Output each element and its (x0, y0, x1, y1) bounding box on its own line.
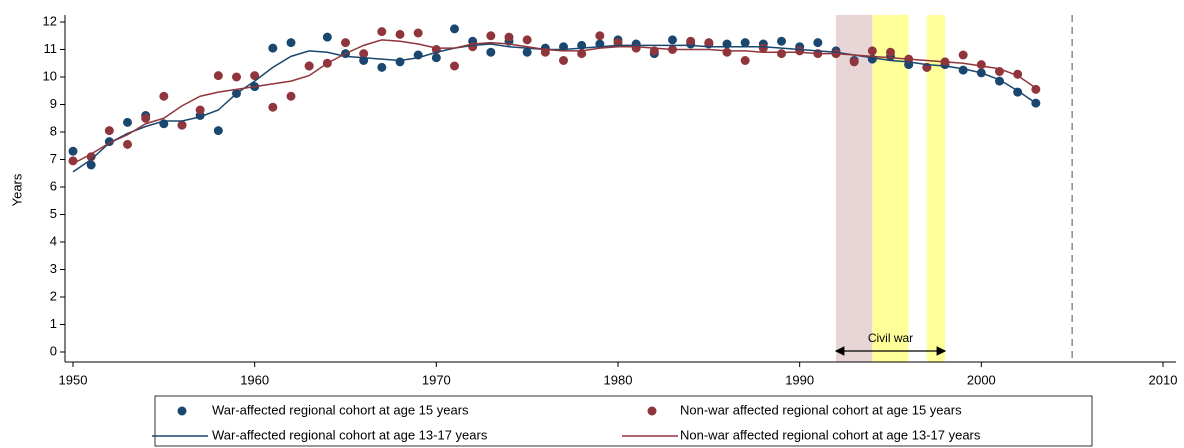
y-tick-label: 4 (50, 233, 57, 248)
scatter-point (758, 43, 768, 53)
scatter-point (522, 47, 532, 57)
scatter-point (341, 38, 350, 48)
scatter-point (740, 56, 750, 65)
x-tick-label: 2010 (1149, 372, 1178, 387)
scatter-point (595, 31, 605, 41)
scatter-point (413, 28, 423, 38)
y-tick-label: 8 (50, 123, 57, 138)
scatter-point (177, 120, 187, 130)
scatter-point (849, 57, 859, 67)
shaded-region (926, 15, 945, 362)
legend-box (154, 395, 1093, 447)
scatter-point (304, 61, 314, 71)
y-axis-label: Years (9, 173, 24, 206)
scatter-point (377, 62, 387, 72)
legend-label: Non-war affected regional cohort at age … (680, 427, 981, 442)
scatter-point (286, 91, 296, 101)
scatter-point (522, 35, 532, 45)
y-tick-label: 9 (50, 96, 57, 111)
scatter-point (777, 36, 786, 46)
scatter-point (976, 60, 986, 70)
scatter-point (104, 126, 114, 136)
y-tick-label: 11 (44, 41, 58, 56)
scatter-point (268, 102, 278, 112)
scatter-point (213, 126, 223, 136)
scatter-point (68, 146, 78, 156)
scatter-point (286, 38, 296, 48)
scatter-point (86, 160, 96, 170)
scatter-point (68, 156, 78, 166)
legend-label: War-affected regional cohort at age 13-1… (212, 427, 488, 442)
annotation-text: Civil war (868, 331, 913, 345)
scatter-point (958, 50, 968, 60)
legend-label: Non-war affected regional cohort at age … (680, 402, 962, 417)
y-tick-label: 3 (50, 261, 57, 276)
scatter-point (359, 49, 369, 59)
y-tick-label: 7 (50, 151, 57, 166)
scatter-point (486, 31, 496, 41)
y-tick-label: 2 (50, 288, 57, 303)
scatter-point (504, 32, 514, 42)
x-tick-label: 1990 (785, 372, 814, 387)
scatter-point (450, 24, 459, 34)
scatter-point (213, 71, 223, 81)
scatter-point (559, 56, 568, 65)
scatter-point (777, 49, 786, 59)
scatter-point (450, 61, 459, 71)
x-tick-label: 1970 (422, 372, 451, 387)
scatter-point (268, 43, 278, 53)
scatter-point (886, 47, 895, 57)
scatter-point (867, 46, 877, 56)
scatter-point (123, 117, 132, 127)
scatter-point (740, 38, 750, 48)
x-tick-label: 1980 (604, 372, 633, 387)
scatter-point (813, 38, 823, 48)
y-tick-label: 12 (43, 13, 57, 28)
y-tick-label: 6 (50, 178, 57, 193)
scatter-point (395, 29, 405, 39)
scatter-point (250, 71, 260, 81)
scatter-point (159, 91, 169, 101)
x-tick-label: 1950 (59, 372, 88, 387)
scatter-point (686, 36, 696, 46)
legend-marker (647, 406, 657, 416)
legend-label: War-affected regional cohort at age 15 y… (212, 402, 469, 417)
scatter-point (322, 32, 332, 42)
scatter-point (431, 53, 441, 63)
scatter-point (232, 72, 241, 82)
legend-marker (177, 406, 187, 416)
series-line (72, 39, 1037, 165)
scatter-point (722, 47, 732, 57)
scatter-point (395, 57, 405, 67)
y-tick-label: 5 (50, 206, 57, 221)
shaded-region (836, 15, 873, 362)
scatter-point (377, 27, 387, 37)
scatter-point (668, 35, 677, 45)
shaded-region (872, 15, 909, 362)
y-tick-label: 1 (50, 316, 57, 331)
x-tick-label: 1960 (240, 372, 269, 387)
scatter-point (486, 47, 496, 57)
x-tick-label: 2000 (967, 372, 996, 387)
scatter-point (795, 46, 805, 56)
scatter-point (123, 139, 132, 149)
y-tick-label: 0 (50, 343, 57, 358)
scatter-point (195, 105, 205, 115)
scatter-point (141, 113, 151, 123)
scatter-point (704, 38, 714, 48)
y-tick-label: 10 (43, 68, 57, 83)
